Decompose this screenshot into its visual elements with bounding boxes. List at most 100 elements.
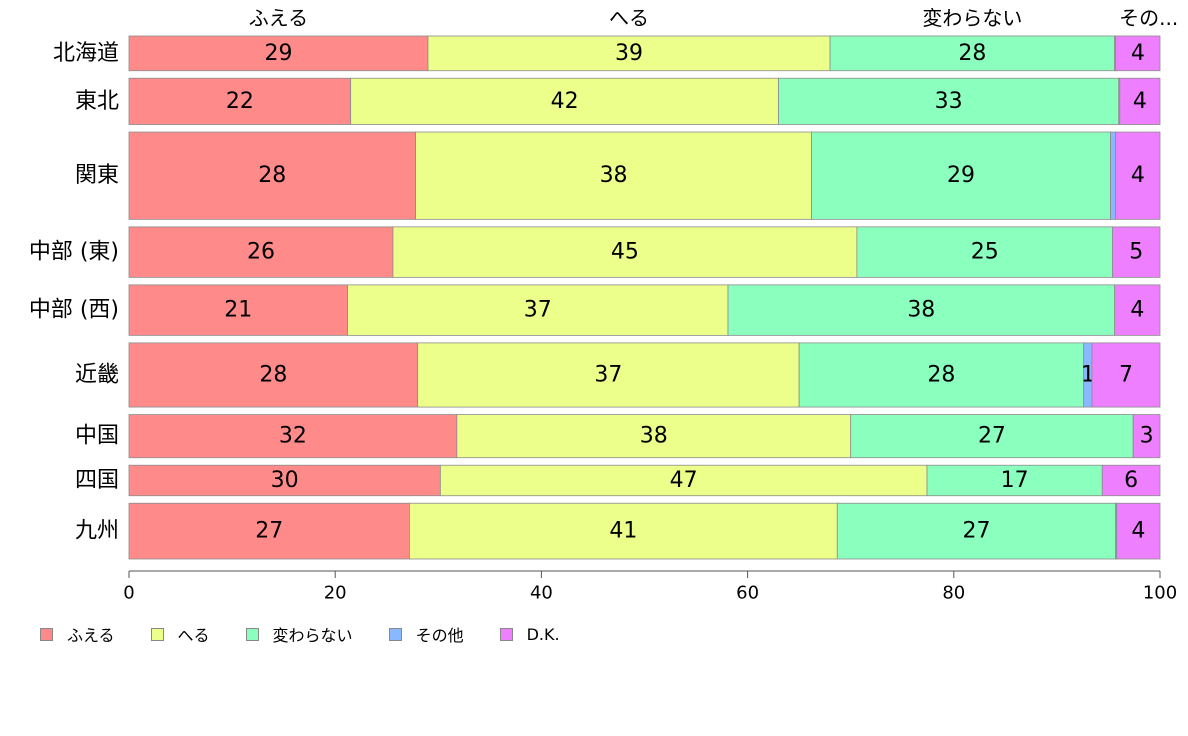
legend: ふえる へる 変わらない その他 D.K. [40, 622, 596, 646]
category-label: 関東 [75, 163, 119, 188]
data-label: 28 [958, 41, 986, 66]
bar-segment [128, 35, 429, 72]
bar-segment [439, 464, 928, 497]
data-label: 28 [259, 362, 287, 387]
data-label: 28 [258, 163, 286, 188]
bar-segment [128, 342, 419, 408]
x-tick-label: 100 [1143, 583, 1177, 604]
data-label: 4 [1133, 89, 1147, 114]
data-label: 37 [524, 298, 552, 323]
bar-segment [1115, 131, 1161, 220]
data-label: 22 [226, 89, 254, 114]
data-label: 38 [907, 298, 935, 323]
bar-segment [415, 131, 812, 220]
bar-segment [392, 226, 858, 278]
bar-segment [1115, 35, 1161, 72]
data-label: 7 [1119, 362, 1133, 387]
legend-label: ふえる [67, 626, 115, 645]
x-tick-label: 0 [123, 583, 134, 604]
bar-segment [427, 35, 831, 72]
legend-swatch [388, 627, 402, 641]
data-label: 5 [1129, 240, 1143, 265]
data-label: 39 [615, 41, 643, 66]
x-tick-label: 40 [530, 583, 553, 604]
data-label: 1 [1081, 362, 1095, 387]
data-label: 28 [927, 362, 955, 387]
bar-segment [128, 414, 458, 459]
legend-label: D.K. [526, 624, 560, 644]
data-label: 33 [935, 89, 963, 114]
category-label: 中部 (西) [29, 298, 119, 323]
data-label: 6 [1124, 468, 1138, 493]
data-label: 27 [978, 424, 1006, 449]
bar-segment [856, 226, 1113, 278]
bar-segment [1132, 414, 1161, 459]
data-label: 30 [271, 468, 299, 493]
data-label: 38 [640, 424, 668, 449]
series-top-label: その... [1119, 6, 1178, 30]
legend-item-decrease: へる [150, 622, 210, 646]
data-label: 26 [247, 240, 275, 265]
data-label: 47 [670, 468, 698, 493]
category-label: 九州 [75, 519, 119, 544]
bar-segment [1112, 226, 1161, 278]
legend-swatch [150, 627, 164, 641]
bar-segment [850, 414, 1134, 459]
category-label: 中部 (東) [29, 240, 119, 265]
legend-swatch [245, 627, 259, 641]
bar-segment [1116, 502, 1161, 560]
bar-segment [1091, 342, 1161, 408]
x-tick-label: 20 [324, 583, 347, 604]
data-label: 4 [1131, 163, 1145, 188]
data-label: 4 [1131, 519, 1145, 544]
data-label: 4 [1130, 298, 1144, 323]
legend-item-unchanged: 変わらない [245, 622, 353, 646]
series-top-label: ふえる [249, 6, 308, 30]
legend-item-other: その他 [388, 622, 464, 646]
data-label: 29 [947, 163, 975, 188]
data-label: 32 [279, 424, 307, 449]
series-top-label: へる [609, 6, 649, 30]
data-label: 4 [1131, 41, 1145, 66]
bar-segment [798, 342, 1085, 408]
bar-segment [128, 77, 352, 125]
bar-segment [926, 464, 1103, 497]
legend-label: へる [177, 626, 210, 645]
data-label: 37 [594, 362, 622, 387]
data-label: 25 [971, 240, 999, 265]
data-label: 21 [224, 298, 252, 323]
category-label: 四国 [75, 468, 119, 493]
bar-segment [836, 502, 1117, 560]
data-label: 17 [1001, 468, 1029, 493]
legend-item-increase: ふえる [40, 622, 115, 646]
legend-label: 変わらない [272, 626, 353, 645]
bar-segment [1101, 464, 1161, 497]
bar-segment [409, 502, 838, 560]
x-tick-label: 60 [736, 583, 759, 604]
data-label: 45 [611, 240, 639, 265]
bar-segment [1119, 77, 1161, 125]
series-top-label: 変わらない [922, 6, 1022, 30]
bar-segment [128, 131, 417, 220]
category-label: 中国 [75, 424, 119, 449]
bar-segment [1114, 284, 1161, 336]
data-label: 42 [551, 89, 579, 114]
bar-segment [1110, 131, 1117, 220]
bar-segment [347, 284, 729, 336]
data-label: 41 [609, 519, 637, 544]
category-label: 北海道 [53, 41, 119, 66]
data-label: 38 [600, 163, 628, 188]
data-label: 3 [1140, 424, 1154, 449]
legend-swatch [40, 627, 53, 641]
data-label: 29 [264, 41, 292, 66]
data-label: 27 [962, 519, 990, 544]
category-label: 東北 [75, 89, 119, 114]
bar-segment [128, 226, 394, 278]
legend-label: その他 [415, 626, 464, 645]
data-label: 27 [255, 519, 283, 544]
legend-swatch [499, 627, 513, 641]
bar-segment [350, 77, 779, 125]
bar-segment [128, 464, 441, 497]
legend-item-dk: D.K. [499, 624, 560, 644]
